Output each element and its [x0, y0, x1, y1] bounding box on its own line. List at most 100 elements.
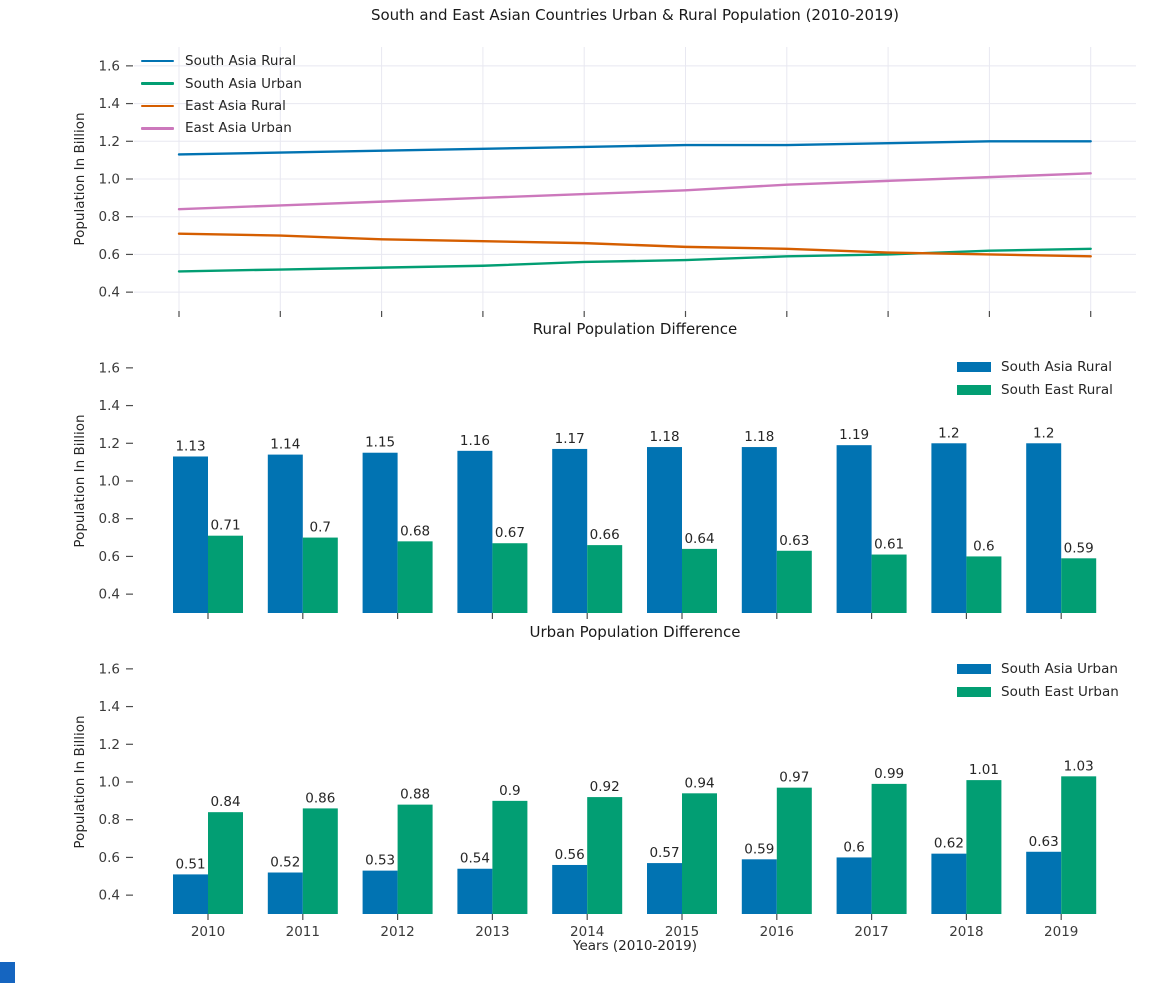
legend-line-sample	[141, 59, 174, 63]
bar	[776, 550, 812, 613]
bar-value-label: 0.66	[590, 527, 620, 543]
y-axis-label-line-chart: Population In Billion	[72, 112, 88, 246]
bar-value-label: 0.57	[649, 845, 679, 861]
legend-swatch	[957, 361, 991, 372]
bar-value-label: 1.14	[270, 437, 300, 453]
y-tick-label: 0.8	[99, 209, 120, 225]
bar	[682, 793, 717, 914]
y-tick-label: 0.4	[99, 587, 120, 603]
bar-value-label: 1.17	[555, 431, 585, 447]
bar-value-label: 0.94	[684, 775, 714, 791]
bar	[931, 853, 967, 914]
legend-label: East Asia Urban	[185, 120, 292, 137]
bar	[362, 452, 398, 613]
bar-value-label: 0.6	[973, 538, 994, 554]
bar	[741, 859, 777, 914]
bar	[397, 804, 433, 914]
bar	[871, 783, 907, 914]
bar-value-label: 0.99	[874, 766, 904, 782]
x-tick-label: 2016	[760, 924, 794, 940]
series-line	[177, 247, 1092, 273]
bar	[267, 872, 303, 914]
bar	[871, 554, 907, 613]
y-tick-label: 1.4	[99, 96, 120, 112]
bar	[836, 445, 872, 613]
legend-swatch	[957, 663, 991, 674]
bar	[647, 863, 682, 914]
bar	[647, 447, 682, 613]
bar-value-label: 1.03	[1064, 758, 1094, 774]
series-line	[177, 232, 1092, 258]
rural-chart-legend: South Asia Rural South East Rural	[957, 355, 1113, 401]
legend-item: South East Rural	[957, 378, 1113, 401]
bar	[1026, 851, 1062, 914]
bar-value-label: 1.2	[1033, 425, 1054, 441]
bar-value-label: 0.62	[934, 836, 964, 852]
x-tick-label: 2014	[570, 924, 604, 940]
bar-value-label: 0.59	[744, 841, 774, 857]
bar	[1061, 558, 1097, 613]
x-tick-label: 2013	[475, 924, 509, 940]
bar-value-label: 1.19	[839, 427, 869, 443]
y-tick-label: 1.2	[99, 737, 120, 753]
bar	[457, 450, 493, 613]
bar	[302, 537, 338, 613]
bar-value-label: 0.67	[495, 525, 525, 541]
rural-chart-title: Rural Population Difference	[532, 320, 738, 338]
bar	[457, 868, 493, 914]
bar	[397, 541, 433, 613]
legend-label: East Asia Rural	[185, 97, 286, 114]
legend-line-sample	[141, 127, 174, 130]
bar-value-label: 0.68	[400, 523, 430, 539]
bar-value-label: 0.53	[365, 853, 395, 869]
y-tick-label: 1.6	[99, 360, 120, 376]
bar	[267, 454, 303, 613]
y-tick-label: 0.6	[99, 247, 120, 263]
bar	[492, 543, 528, 613]
bar	[587, 545, 623, 613]
x-tick-label: 2017	[854, 924, 888, 940]
series-line	[177, 172, 1092, 211]
bar	[492, 800, 528, 914]
bar	[1061, 776, 1097, 914]
x-axis-label: Years (2010-2019)	[572, 938, 698, 954]
x-tick-label: 2011	[286, 924, 320, 940]
y-tick-label: 1.2	[99, 436, 120, 452]
bar	[966, 780, 1002, 914]
bar-value-label: 0.6	[843, 839, 864, 855]
bar-value-label: 0.71	[210, 518, 240, 534]
y-tick-label: 1.4	[99, 699, 120, 715]
y-axis-label-rural-chart: Population In Billion	[72, 414, 88, 548]
urban-chart-title: Urban Population Difference	[529, 623, 741, 641]
x-tick-label: 2012	[380, 924, 414, 940]
legend-item: South Asia Urban	[957, 657, 1119, 680]
bar	[836, 857, 872, 914]
bar-value-label: 0.63	[1029, 834, 1059, 850]
bar	[173, 456, 208, 613]
legend-label: South Asia Rural	[1001, 358, 1113, 375]
bar-value-label: 0.7	[310, 520, 331, 536]
corner-blue-badge	[0, 962, 15, 983]
bar	[173, 874, 208, 914]
bar	[552, 864, 588, 914]
legend-label: South Asia Rural	[185, 53, 297, 70]
legend-item: South Asia Urban	[141, 72, 302, 94]
x-tick-label: 2018	[949, 924, 983, 940]
y-tick-label: 0.6	[99, 549, 120, 565]
bar-value-label: 0.86	[305, 790, 335, 806]
y-tick-label: 0.4	[99, 285, 120, 301]
bar	[776, 787, 812, 914]
x-tick-label: 2010	[191, 924, 225, 940]
bar-value-label: 0.61	[874, 537, 904, 553]
bar-value-label: 0.84	[210, 794, 240, 810]
legend-swatch	[957, 686, 991, 697]
bar	[362, 870, 398, 914]
bar	[966, 556, 1002, 613]
bar-value-label: 0.9	[499, 783, 520, 799]
y-tick-label: 0.8	[99, 812, 120, 828]
x-tick-label: 2015	[665, 924, 699, 940]
legend-label: South East Urban	[1001, 683, 1119, 700]
legend-line-sample	[141, 82, 174, 85]
